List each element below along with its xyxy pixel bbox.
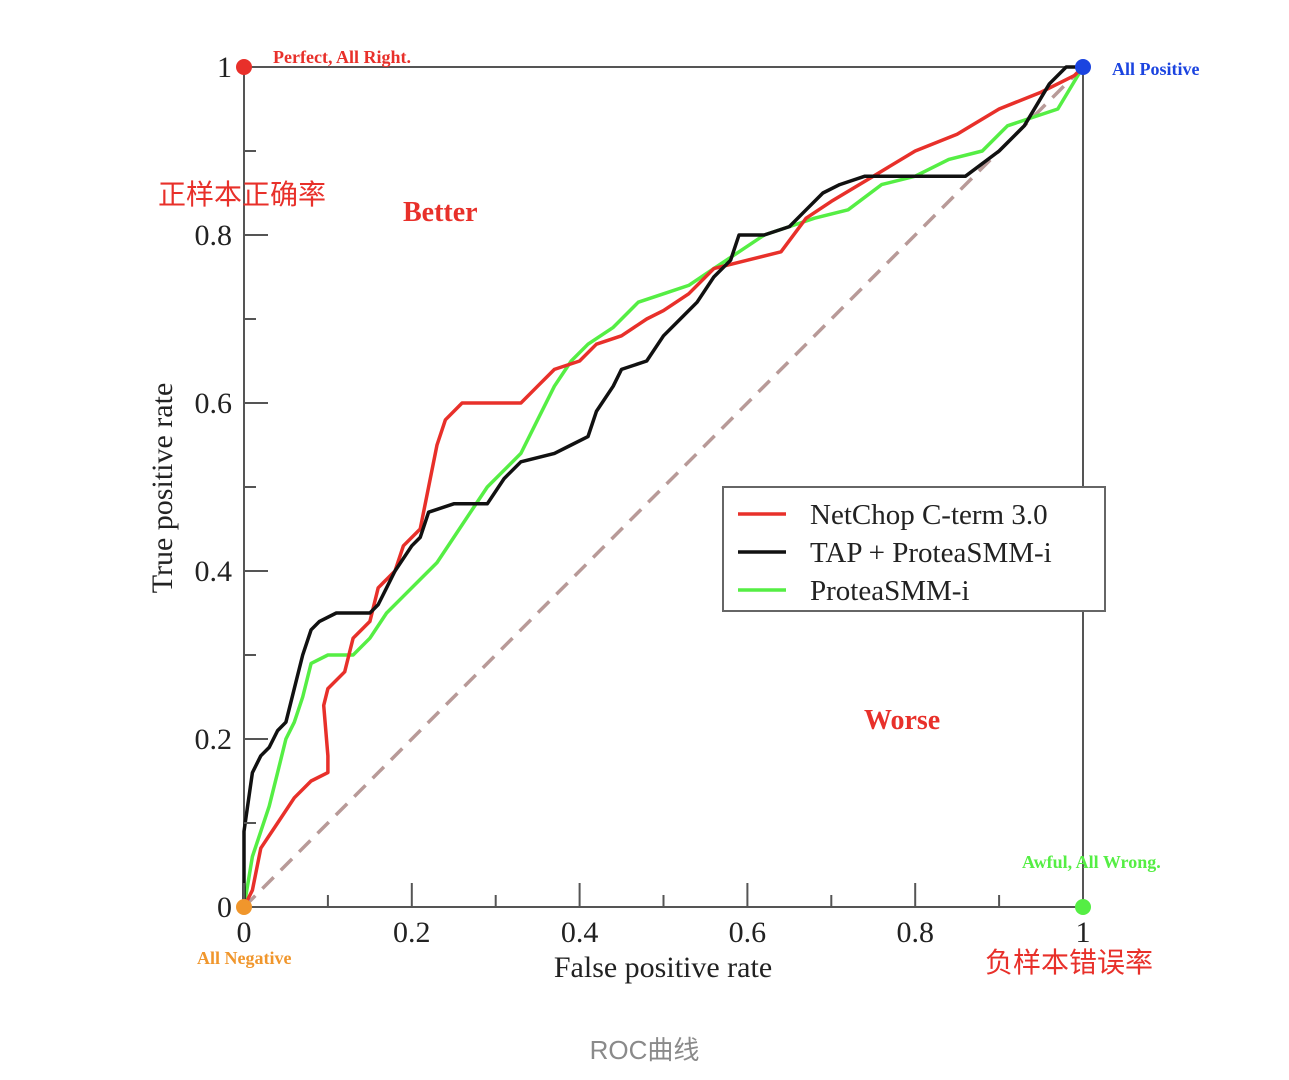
- annotation-label: All Negative: [197, 948, 291, 968]
- corner-marker: [1075, 899, 1091, 915]
- x-axis-label: False positive rate: [554, 951, 772, 984]
- series-group: [242, 65, 1085, 908]
- reference-line: [242, 65, 1085, 909]
- tick-group: 00 0.2 0.2 0.4 0.4 0.6 0.6 0.8 0.8 1 1: [195, 51, 1091, 949]
- legend-label: TAP + ProteaSMM-i: [810, 537, 1052, 569]
- annotation-label: Awful, All Wrong.: [1022, 852, 1161, 872]
- figure-caption: ROC曲线: [589, 1035, 700, 1065]
- series-line-3: [242, 66, 1085, 908]
- corner-marker: [236, 899, 252, 915]
- x-tick-label: 0.6: [729, 916, 767, 949]
- corner-marker: [1075, 59, 1091, 75]
- series-line-2: [242, 65, 1083, 907]
- annotation-label: All Positive: [1112, 59, 1200, 79]
- annotation-label: 负样本错误率: [985, 946, 1153, 979]
- legend-box: [722, 486, 1106, 612]
- annotation-label: Perfect, All Right.: [273, 47, 411, 67]
- annotation-label: Worse: [864, 705, 940, 736]
- y-tick-label: 0.8: [195, 219, 233, 252]
- y-tick-label: 0.6: [195, 387, 233, 420]
- y-tick-label: 1: [217, 51, 232, 84]
- annotation-group: Perfect, All Right. All Positive Awful, Al…: [158, 47, 1200, 979]
- corner-marker: [236, 59, 252, 75]
- legend-label: ProteaSMM-i: [810, 575, 970, 607]
- x-tick-label: 0.8: [896, 916, 934, 949]
- x-tick-label: 0: [237, 916, 252, 949]
- y-axis-label: True positive rate: [146, 383, 179, 594]
- legend-label: NetChop C-term 3.0: [810, 499, 1048, 531]
- y-tick-label: 0.4: [195, 555, 233, 588]
- annotation-label: Better: [403, 197, 478, 228]
- x-tick-label: 0.2: [393, 916, 431, 949]
- x-tick-label: 1: [1076, 916, 1091, 949]
- series-line-1: [242, 65, 1085, 908]
- legend: NetChop C-term 3.0 TAP + ProteaSMM-i Prote…: [722, 486, 1106, 612]
- y-tick-label: 0.2: [195, 723, 233, 756]
- x-tick-label: 0.4: [561, 916, 599, 949]
- y-tick-label: 0: [217, 891, 232, 924]
- annotation-label: 正样本正确率: [158, 178, 326, 211]
- reference-diagonal: [242, 65, 1085, 909]
